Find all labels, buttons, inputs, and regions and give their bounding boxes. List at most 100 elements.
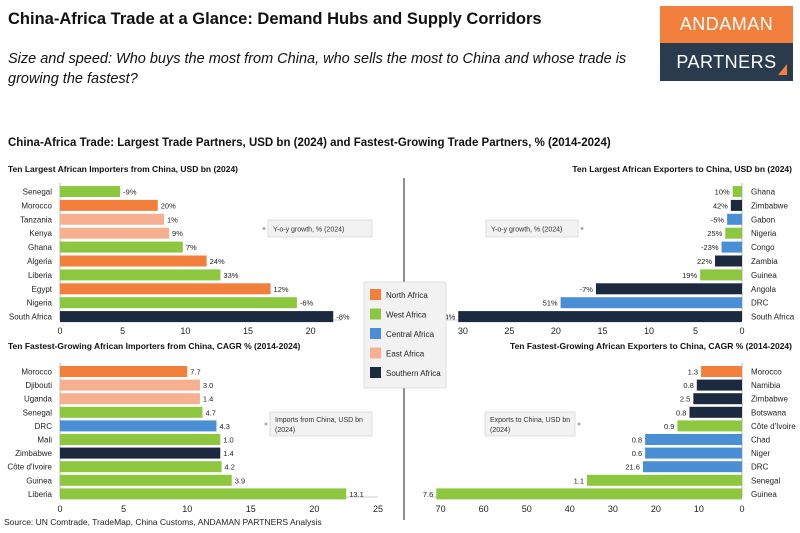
category-label: Senegal bbox=[23, 408, 53, 417]
legend-label: West Africa bbox=[386, 311, 427, 320]
category-label: Angola bbox=[751, 285, 776, 294]
bar bbox=[60, 297, 297, 309]
x-tick-label: 0 bbox=[57, 504, 62, 514]
logo-line2: PARTNERS bbox=[660, 43, 793, 81]
data-label: 0.9 bbox=[664, 422, 674, 431]
annotation-pointer bbox=[577, 422, 581, 426]
data-label: 4.2 bbox=[225, 463, 235, 472]
category-label: Guinea bbox=[751, 490, 777, 499]
category-label: Nigeria bbox=[27, 299, 53, 308]
data-label: 51% bbox=[543, 299, 558, 308]
data-label: -6% bbox=[300, 299, 314, 308]
bar bbox=[700, 269, 742, 281]
chart-title: Ten Largest African Exporters to China, … bbox=[572, 164, 792, 174]
logo-line1: ANDAMAN bbox=[660, 6, 793, 43]
x-tick-label: 15 bbox=[243, 326, 253, 336]
data-label: 42% bbox=[713, 201, 728, 210]
bar bbox=[645, 434, 742, 445]
bar bbox=[725, 227, 742, 239]
data-label: 1% bbox=[167, 215, 178, 224]
x-tick-label: 10 bbox=[644, 326, 654, 336]
x-tick-label: 10 bbox=[694, 504, 704, 514]
category-label: Zimbabwe bbox=[751, 395, 788, 404]
category-label: Zimbabwe bbox=[751, 201, 788, 210]
data-label: 33% bbox=[223, 271, 238, 280]
data-label: -7% bbox=[580, 285, 594, 294]
chart-panel-2: Ten Largest African Exporters to China, … bbox=[435, 164, 795, 336]
category-label: Senegal bbox=[23, 188, 53, 197]
bar bbox=[60, 474, 232, 486]
chart-panel-1: Ten Largest African Importers from China… bbox=[8, 164, 373, 336]
category-label: Zambia bbox=[751, 257, 778, 266]
bar bbox=[60, 199, 158, 211]
data-label: 0.6 bbox=[632, 449, 642, 458]
data-label: -5% bbox=[711, 215, 725, 224]
data-label: 3.9 bbox=[235, 476, 245, 485]
data-label: 2.5 bbox=[680, 395, 690, 404]
bar bbox=[689, 406, 742, 418]
category-label: Morocco bbox=[21, 201, 52, 210]
category-label: Namibia bbox=[751, 381, 781, 390]
bar bbox=[436, 488, 742, 500]
chart-panel-3: Ten Fastest-Growing African Importers fr… bbox=[7, 341, 383, 514]
annotation-box bbox=[269, 411, 373, 437]
category-label: South Africa bbox=[9, 313, 53, 322]
logo-triangle-icon bbox=[778, 64, 787, 75]
x-tick-label: 0 bbox=[739, 326, 744, 336]
bar bbox=[60, 269, 221, 281]
category-label: Ghana bbox=[28, 243, 53, 252]
data-label: 4.7 bbox=[205, 408, 215, 417]
category-label: Côte d'Ivoire bbox=[7, 463, 52, 472]
annotation-text: Exports to China, USD bn bbox=[490, 417, 570, 424]
legend-swatch bbox=[370, 308, 381, 320]
category-label: Guinea bbox=[26, 476, 52, 485]
bar bbox=[60, 241, 183, 253]
annotation-text: Y-o-y growth, % (2024) bbox=[491, 227, 562, 234]
annotation-box bbox=[484, 411, 576, 437]
category-label: DRC bbox=[35, 422, 53, 431]
x-tick-label: 10 bbox=[180, 326, 190, 336]
category-label: Mali bbox=[37, 436, 52, 445]
source-note: Source: UN Comtrade, TradeMap, China Cus… bbox=[4, 517, 322, 527]
legend-label: Southern Africa bbox=[386, 369, 441, 378]
bar bbox=[60, 366, 188, 377]
andaman-partners-logo: ANDAMAN PARTNERS bbox=[660, 6, 793, 81]
annotation-pointer bbox=[262, 227, 266, 230]
bar bbox=[60, 379, 200, 391]
bar bbox=[60, 406, 203, 418]
legend-swatch bbox=[370, 328, 381, 339]
chart-title: Ten Largest African Importers from China… bbox=[8, 164, 238, 174]
x-tick-label: 5 bbox=[121, 504, 126, 514]
category-label: Nigeria bbox=[751, 229, 777, 238]
category-label: DRC bbox=[751, 299, 769, 308]
x-tick-label: 60 bbox=[479, 504, 489, 514]
page-title: China-Africa Trade at a Glance: Demand H… bbox=[8, 10, 542, 28]
data-label: 9% bbox=[172, 229, 183, 238]
bar bbox=[60, 255, 207, 267]
bar bbox=[677, 420, 742, 432]
bar bbox=[595, 283, 742, 295]
x-tick-label: 20 bbox=[306, 326, 316, 336]
data-label: 7.6 bbox=[423, 490, 433, 499]
x-tick-label: 70 bbox=[436, 504, 446, 514]
data-label: 19% bbox=[682, 271, 697, 280]
bar bbox=[60, 186, 121, 197]
bar bbox=[60, 420, 217, 432]
category-label: Côte d'Ivoire bbox=[751, 422, 796, 431]
data-label: 1.4 bbox=[203, 395, 213, 404]
chart-title: Ten Fastest-Growing African Importers fr… bbox=[8, 341, 301, 351]
x-tick-label: 50 bbox=[522, 504, 532, 514]
category-label: Morocco bbox=[751, 368, 782, 377]
category-label: Tanzania bbox=[20, 215, 53, 224]
data-label: 12% bbox=[274, 285, 289, 294]
category-label: Guinea bbox=[751, 271, 777, 280]
data-label: -4% bbox=[442, 313, 456, 322]
bar bbox=[587, 474, 742, 486]
category-label: Botswana bbox=[751, 408, 787, 417]
legend-label: Central Africa bbox=[386, 330, 435, 339]
data-label: 1.1 bbox=[574, 476, 584, 485]
x-tick-label: 5 bbox=[120, 326, 125, 336]
annotation-text: Y-o-y growth, % (2024) bbox=[273, 227, 344, 234]
x-tick-label: 20 bbox=[551, 326, 561, 336]
annotation-pointer bbox=[264, 422, 268, 426]
